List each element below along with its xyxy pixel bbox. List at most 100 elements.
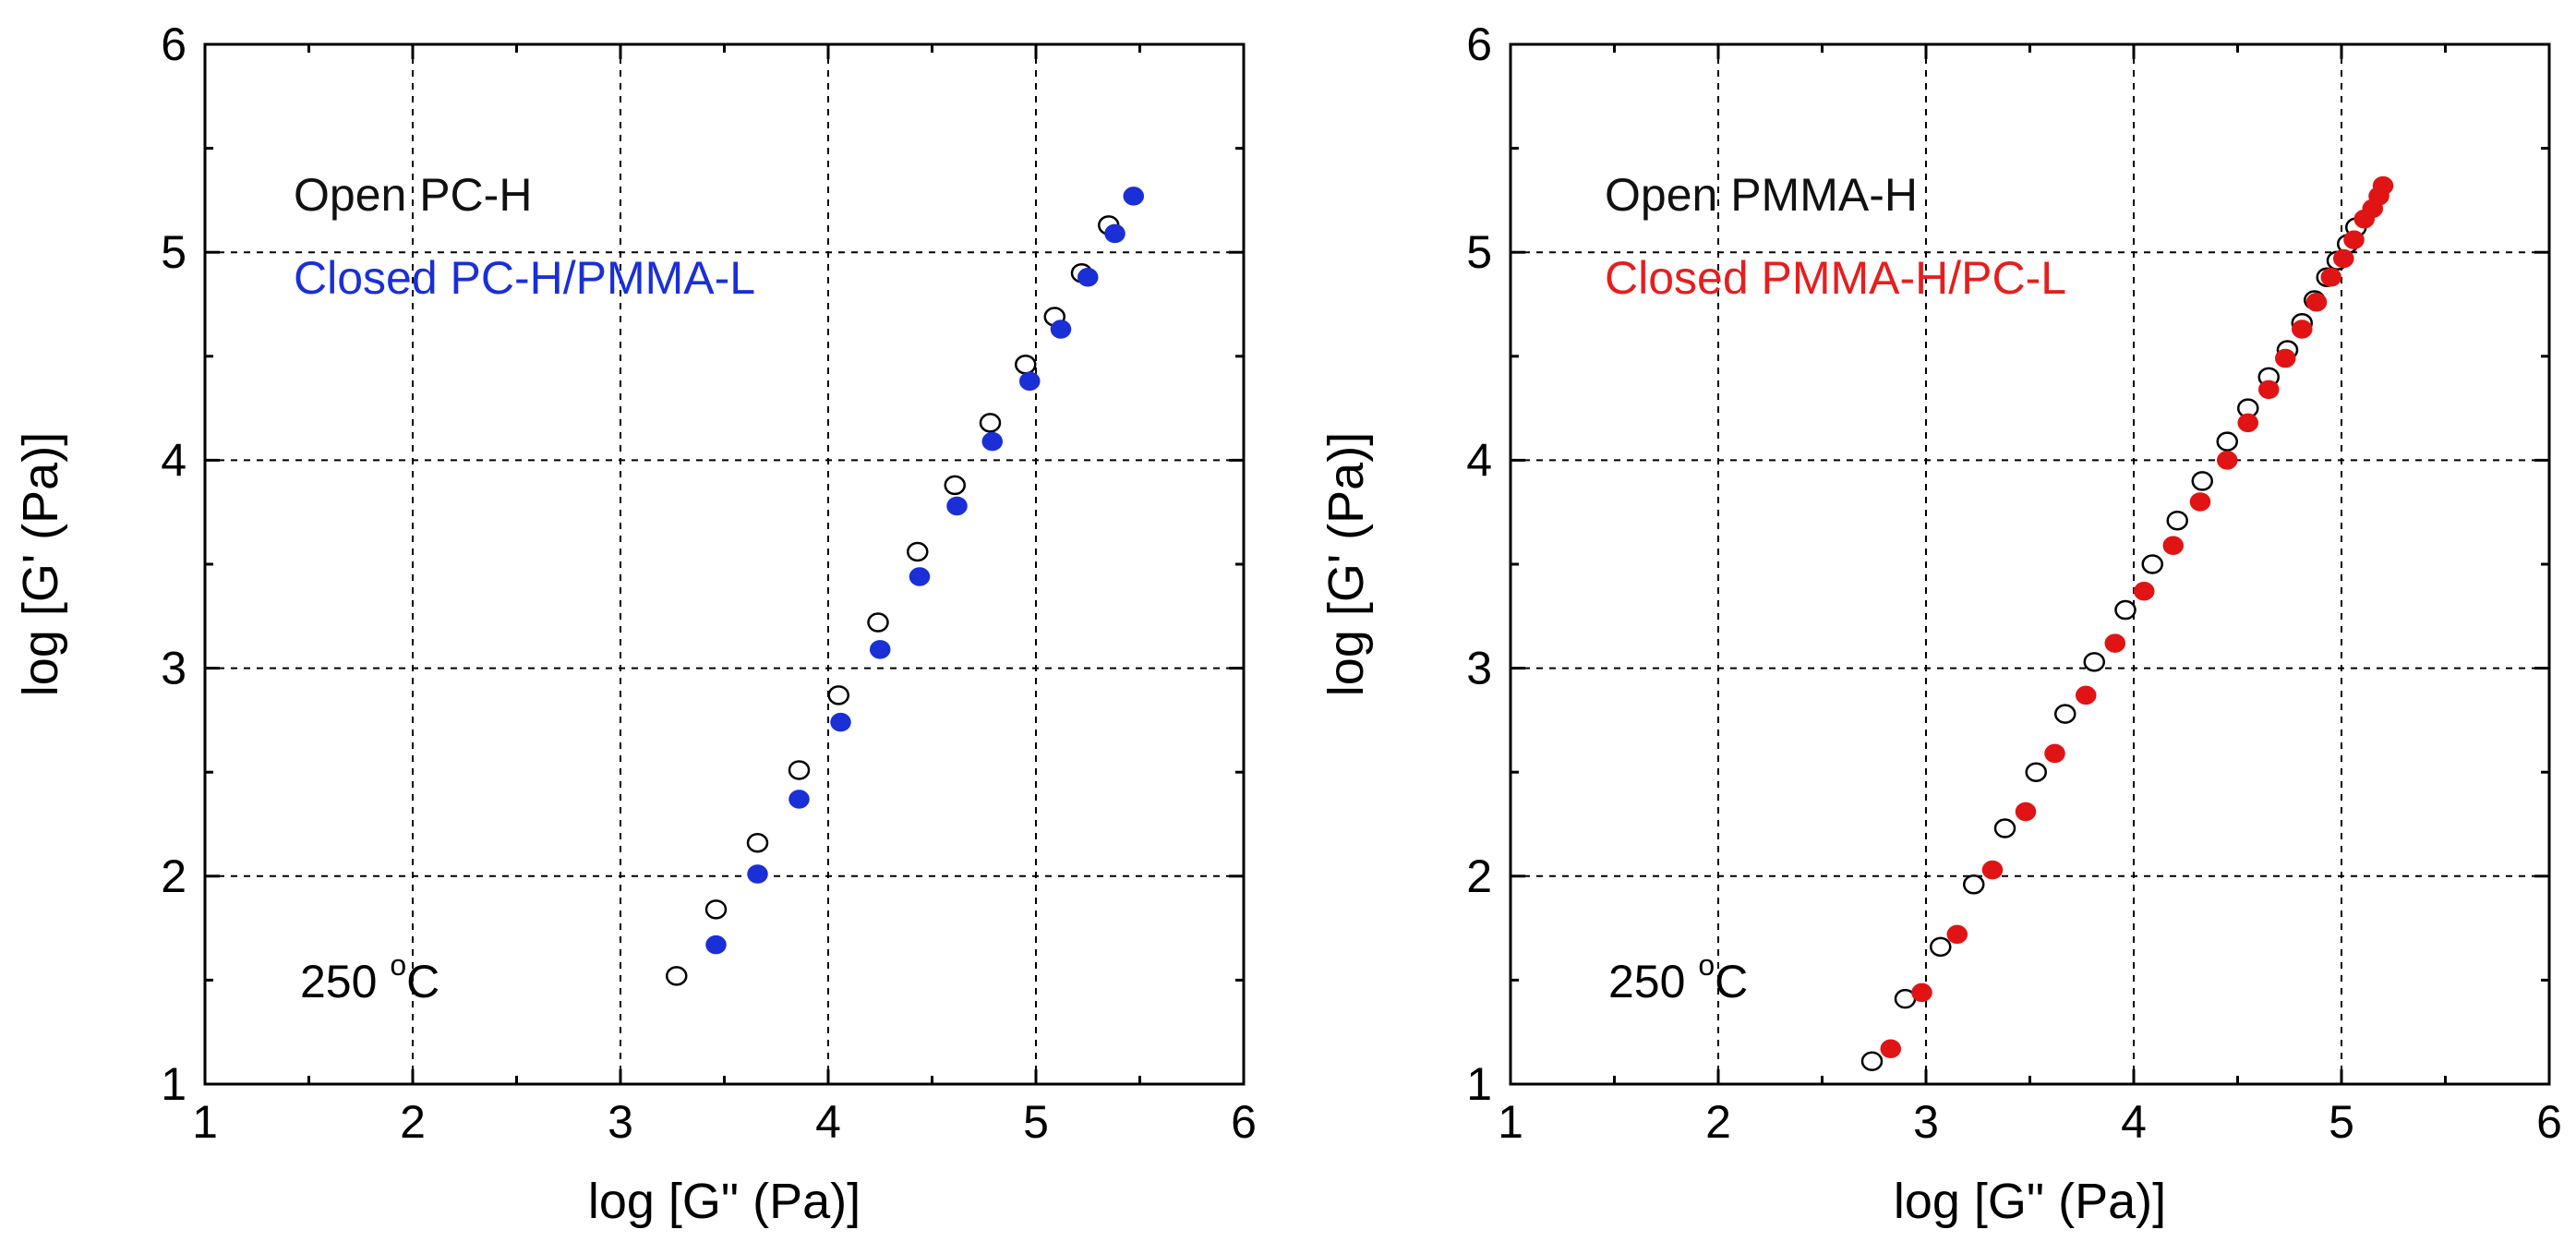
x-tick-label: 6 [2536, 1096, 2562, 1148]
x-tick-label: 6 [1231, 1096, 1257, 1148]
chart-right: 1 2 3 4 5 6 1 2 3 4 5 6 log [G" (Pa)] log [G' (Pa)] Op… [1318, 18, 2562, 1229]
chart-left: 1 2 3 4 5 6 1 2 3 4 5 6 log [G" (Pa)] log [G' (Pa)] Op… [13, 18, 1257, 1229]
data-point-closed [2305, 292, 2328, 312]
legend-entry-closed: Closed PMMA-H/PC-L [1605, 252, 2066, 304]
series-closed [1880, 175, 2394, 1058]
x-tick-label: 3 [1913, 1096, 1939, 1148]
data-point-open [2191, 471, 2213, 491]
series-open [1860, 217, 2367, 1071]
y-tick-label: 3 [1466, 643, 1492, 694]
data-point-closed [747, 864, 768, 884]
data-point-closed [946, 496, 968, 516]
data-point-closed [2076, 685, 2097, 705]
data-point-open [2166, 510, 2188, 531]
data-point-open [867, 612, 889, 633]
x-tick-label: 5 [1023, 1096, 1049, 1148]
data-point-closed [870, 640, 891, 659]
data-point-open [746, 833, 769, 853]
data-point-closed [1911, 983, 1932, 1003]
temperature-unit: C [1715, 956, 1748, 1007]
temperature-unit: C [406, 956, 439, 1007]
y-tick-label: 5 [161, 226, 187, 278]
data-point-closed [2237, 413, 2258, 433]
data-point-open [827, 685, 849, 705]
data-point-closed [1981, 860, 2004, 880]
x-tick-label: 4 [815, 1096, 841, 1148]
y-tick-label: 2 [161, 850, 187, 902]
data-point-closed [1104, 223, 1125, 244]
data-point-closed [2320, 267, 2341, 287]
y-tick-label: 1 [161, 1058, 187, 1110]
data-point-open [1993, 818, 2016, 838]
data-point-closed [2343, 230, 2365, 249]
x-tick-label: 5 [2329, 1096, 2354, 1148]
y-tick-label: 2 [1466, 850, 1492, 902]
data-point-closed [2372, 175, 2394, 196]
data-point-closed [2015, 802, 2037, 822]
data-point-open [907, 541, 929, 562]
data-point-closed [1050, 320, 1072, 339]
x-axis-title: log [G" (Pa)] [588, 1174, 861, 1229]
data-point-open [2083, 652, 2105, 672]
data-point-closed [1123, 187, 1144, 206]
data-point-open [1015, 355, 1037, 375]
y-axis-title: log [G' (Pa)] [13, 432, 68, 696]
x-tick-label: 2 [400, 1096, 426, 1148]
data-point-closed [2292, 320, 2313, 339]
data-point-closed [830, 712, 851, 732]
x-tick-label: 3 [608, 1096, 633, 1148]
temperature-annotation: 250 oC [300, 948, 439, 1007]
temperature-value: 250 [1608, 956, 1698, 1007]
y-tick-label: 6 [1466, 18, 1492, 70]
data-point-closed [2162, 536, 2184, 555]
data-point-closed [788, 790, 810, 809]
data-point-closed [1946, 924, 1968, 945]
data-point-closed [981, 431, 1003, 452]
x-tick-label: 2 [1705, 1096, 1731, 1148]
data-point-closed [909, 567, 931, 586]
data-point-closed [2275, 348, 2296, 368]
data-point-closed [2104, 633, 2125, 653]
legend-entry-open: Open PC-H [294, 169, 532, 221]
data-point-open [2025, 762, 2047, 782]
x-tick-label: 1 [1498, 1096, 1523, 1148]
legend-entry-open: Open PMMA-H [1605, 169, 1918, 221]
data-point-closed [2189, 492, 2211, 512]
data-point-closed [2217, 451, 2238, 470]
data-point-open [1963, 874, 1985, 895]
y-tick-label: 6 [161, 18, 187, 70]
data-point-closed [1880, 1039, 1901, 1058]
data-point-closed [2134, 582, 2155, 601]
data-point-open [979, 413, 1002, 433]
temperature-annotation: 250 oC [1608, 948, 1748, 1007]
data-point-open [944, 475, 966, 496]
series-open [666, 215, 1120, 986]
data-point-open [1860, 1051, 1884, 1071]
data-point-closed [705, 935, 727, 955]
y-tick-label: 5 [1466, 226, 1492, 278]
y-axis-title: log [G' (Pa)] [1318, 432, 1374, 696]
x-tick-label: 1 [192, 1096, 218, 1148]
data-point-open [2141, 554, 2163, 574]
y-tick-label: 1 [1466, 1058, 1492, 1110]
legend-entry-closed: Closed PC-H/PMMA-L [294, 252, 755, 304]
data-point-open [788, 760, 811, 780]
data-point-open [666, 966, 688, 986]
data-point-open [704, 899, 728, 920]
degree-superscript: o [1698, 948, 1715, 982]
x-axis-title: log [G" (Pa)] [1894, 1174, 2166, 1229]
y-tick-label: 4 [1466, 434, 1492, 486]
data-point-open [2216, 431, 2238, 452]
y-tick-label: 4 [161, 434, 187, 486]
data-point-closed [2258, 380, 2280, 400]
data-point-open [1930, 936, 1952, 958]
data-point-open [2054, 704, 2076, 724]
data-point-closed [1019, 371, 1041, 392]
y-tick-label: 3 [161, 643, 187, 694]
data-point-closed [2044, 743, 2065, 764]
data-point-closed [2333, 248, 2354, 269]
x-tick-label: 4 [2121, 1096, 2147, 1148]
data-point-closed [1077, 267, 1099, 287]
data-point-open [2114, 599, 2137, 621]
